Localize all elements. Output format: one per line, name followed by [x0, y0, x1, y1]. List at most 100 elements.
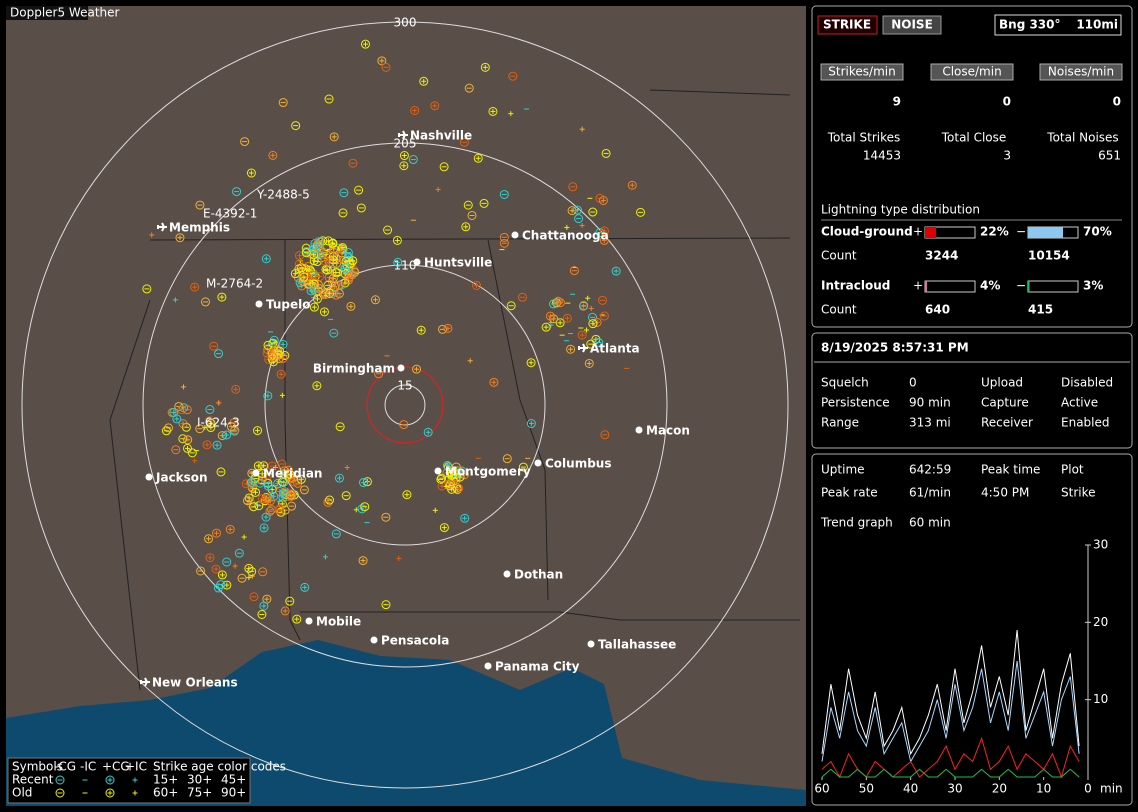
symbol-ring	[334, 280, 344, 290]
strike-symbol	[237, 573, 247, 583]
strike-symbol	[464, 83, 474, 93]
symbol-ring	[257, 609, 267, 619]
symbol-ring	[274, 505, 284, 515]
strike-symbol	[439, 162, 449, 172]
strike-symbol	[447, 484, 457, 494]
strike-symbol	[568, 182, 578, 192]
symbol-ring	[354, 185, 364, 195]
symbol-ring	[472, 280, 482, 290]
strike-symbol	[358, 556, 368, 566]
strike-symbol	[479, 198, 489, 208]
strike-symbol	[545, 311, 555, 321]
noise-button[interactable]	[882, 15, 942, 35]
strike-symbol	[506, 301, 516, 311]
symbol-ring	[204, 416, 214, 426]
strike-symbol	[142, 284, 152, 294]
symbol-ring	[237, 573, 247, 583]
symbol-ring	[442, 461, 452, 471]
symbol-ring	[217, 570, 227, 580]
city-dot	[503, 570, 511, 578]
symbol-ring	[588, 207, 598, 217]
strike-symbol	[192, 458, 198, 464]
storm-label: Y-2488-5	[256, 188, 310, 202]
city-label: Macon	[646, 424, 690, 438]
strike-symbol	[432, 507, 438, 513]
strike-symbol	[279, 392, 285, 398]
strike-symbol	[597, 295, 607, 305]
symbol-ring	[315, 237, 325, 247]
rate-header-label: Close/min	[942, 65, 1001, 79]
strike-symbol	[627, 180, 637, 190]
symbol-ring	[439, 523, 449, 533]
range-ring-label: 300	[394, 16, 417, 30]
strike-symbol	[343, 248, 353, 258]
rate-header	[820, 63, 904, 81]
strike-symbol	[579, 301, 589, 311]
strike-symbol	[341, 256, 351, 266]
strike-symbol	[222, 430, 232, 440]
symbol-ring	[261, 512, 271, 522]
range-ring-label: 205	[394, 137, 417, 151]
strike-symbol	[214, 349, 224, 359]
symbol-ring	[259, 601, 269, 611]
symbol-ring	[300, 582, 310, 592]
symbol-ring	[599, 235, 609, 245]
x-tick-label: 40	[903, 782, 918, 796]
symbol-ring	[579, 301, 589, 311]
symbol-ring	[499, 238, 509, 248]
symbol-ring	[437, 473, 447, 483]
city-label: Huntsville	[424, 256, 492, 270]
symbol-ring	[350, 267, 360, 277]
strike-symbol	[278, 98, 288, 108]
strike-symbol	[215, 400, 221, 406]
symbol-ring	[196, 566, 206, 576]
strike-symbol	[232, 563, 238, 569]
strike-symbol	[190, 282, 200, 292]
strike-symbol	[598, 196, 608, 206]
symbol-ring	[627, 180, 637, 190]
strike-symbol	[163, 423, 173, 433]
city-dot	[370, 636, 378, 644]
strike-symbol	[451, 462, 461, 472]
trend-line	[821, 768, 1080, 778]
symbol-ring	[568, 182, 578, 192]
strike-symbol	[508, 111, 514, 117]
strike-symbol	[360, 39, 370, 49]
noise-button-label: NOISE	[891, 18, 933, 32]
symbol-ring	[340, 278, 350, 288]
symbol-ring	[232, 187, 242, 197]
strike-symbol	[268, 150, 278, 160]
symbol-ring	[247, 477, 257, 487]
symbol-ring	[357, 504, 367, 514]
y-tick-label: 10	[1093, 692, 1108, 706]
strike-symbol	[200, 297, 210, 307]
symbol-ring	[555, 318, 565, 328]
strike-symbol	[328, 247, 338, 257]
legend-age: 60+	[153, 786, 178, 800]
strike-symbol	[241, 479, 251, 489]
strike-symbol	[212, 440, 222, 450]
strike-symbol	[292, 614, 302, 624]
strike-symbol	[348, 158, 358, 168]
symbol-ring	[601, 148, 611, 158]
symbol-ring	[211, 528, 221, 538]
symbol-ring	[597, 295, 607, 305]
symbol-ring	[567, 206, 577, 216]
strike-symbol	[267, 352, 277, 362]
city-label: Montgomery	[445, 465, 531, 479]
strike-symbol	[423, 427, 433, 437]
strike-symbol	[205, 405, 215, 415]
symbol-ring	[549, 299, 559, 309]
symbol-ring	[463, 200, 473, 210]
symbol-ring	[280, 351, 290, 361]
count: 415	[1028, 303, 1053, 317]
symbol-ring	[416, 325, 426, 335]
strike-button[interactable]	[817, 15, 878, 35]
strike-symbol	[499, 238, 509, 248]
symbol-ring	[259, 523, 269, 533]
symbol-ring	[412, 364, 422, 374]
symbol-ring	[323, 497, 333, 507]
symbol-ring	[216, 580, 226, 590]
symbol-ring	[309, 302, 319, 312]
symbol-ring	[555, 298, 565, 308]
